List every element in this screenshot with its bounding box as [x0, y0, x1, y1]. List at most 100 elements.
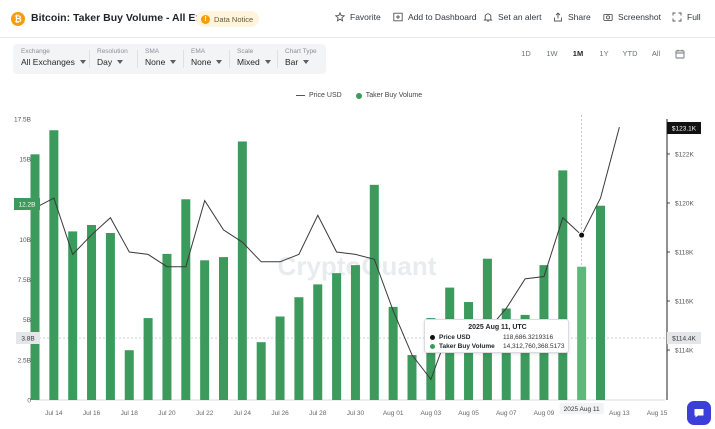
calendar-button[interactable] [669, 45, 691, 63]
volume-bar[interactable] [124, 350, 134, 400]
volume-bar[interactable] [256, 342, 266, 400]
share-button[interactable]: Share [553, 12, 591, 22]
crosshair-volume-label: 3.8B [21, 336, 34, 343]
chat-support-button[interactable] [687, 401, 711, 425]
volume-bar[interactable] [520, 314, 530, 400]
sma-label: SMA [145, 48, 160, 55]
share-icon [554, 12, 562, 22]
ema-label: EMA [191, 48, 206, 55]
volume-bar[interactable] [30, 154, 40, 400]
volume-bar[interactable] [577, 266, 587, 400]
range-1d[interactable]: 1D [521, 49, 531, 58]
favorite-button[interactable]: Favorite [335, 12, 381, 22]
crosshair-price-label: $114.4K [672, 336, 696, 343]
set-alert-button[interactable]: Set an alert [483, 12, 541, 22]
tooltip-price-value: 118,686.3219316 [503, 334, 554, 341]
volume-bar[interactable] [407, 355, 417, 400]
dot-icon [430, 335, 435, 340]
volume-bar[interactable] [369, 184, 379, 400]
volume-bar[interactable] [219, 257, 228, 400]
x-axis-tick-label: Aug 05 [458, 410, 479, 417]
left-axis-tick-label: 5B [23, 317, 31, 324]
x-axis-tick-label: Aug 15 [647, 410, 668, 417]
crosshair-date-badge [559, 403, 604, 414]
page-title: Bitcoin: Taker Buy Volume - All Exchange… [31, 12, 244, 24]
scale-value: Mixed [237, 57, 260, 67]
range-ytd[interactable]: YTD [622, 49, 638, 58]
resolution-label: Resolution [97, 48, 128, 55]
volume-bar[interactable] [162, 253, 172, 400]
price-hover-point [578, 231, 586, 239]
data-notice-badge[interactable]: ! Data Notice [196, 11, 260, 27]
right-axis-tick-label: $120K [675, 201, 694, 208]
left-axis-tick-label: 15B [19, 157, 31, 164]
screenshot-label: Screenshot [618, 12, 661, 22]
range-1w[interactable]: 1W [546, 49, 558, 58]
chevron-down-icon [79, 60, 86, 64]
bitcoin-logo-icon: ₿ [11, 12, 25, 26]
ema-select[interactable]: EMA None [191, 48, 223, 67]
price-line [34, 126, 620, 381]
right-axis-tick-label: $116K [675, 299, 694, 306]
volume-bar[interactable] [87, 224, 97, 400]
volume-bar[interactable] [596, 205, 605, 400]
range-1m[interactable]: 1M [572, 49, 584, 58]
dot-icon [430, 344, 435, 349]
set-alert-label: Set an alert [498, 12, 542, 22]
dot-swatch-icon [355, 92, 362, 99]
chevron-down-icon [117, 60, 124, 64]
fullscreen-label: Full [687, 12, 701, 22]
current-volume-label: 12.2B [19, 202, 36, 209]
volume-bar[interactable] [558, 170, 568, 400]
tooltip-row-price: Price USD 118,686.3219316 [430, 334, 568, 341]
chat-icon [694, 409, 704, 418]
volume-bar[interactable] [143, 318, 153, 400]
favorite-label: Favorite [350, 12, 381, 22]
range-1y[interactable]: 1Y [599, 49, 609, 58]
add-to-dashboard-button[interactable]: Add to Dashboard [393, 12, 477, 22]
bell-icon [483, 13, 493, 22]
sma-select[interactable]: SMA None [145, 48, 177, 67]
chevron-down-icon [170, 60, 177, 64]
volume-bar[interactable] [426, 318, 436, 400]
star-icon [335, 12, 345, 22]
chevron-down-icon [264, 60, 271, 64]
volume-bar[interactable] [332, 273, 342, 400]
volume-bar[interactable] [68, 231, 78, 400]
x-axis-tick-label: Jul 20 [158, 410, 176, 417]
scale-select[interactable]: Scale Mixed [237, 48, 271, 67]
exchange-select[interactable]: Exchange All Exchanges [21, 48, 86, 67]
info-icon: ! [201, 14, 210, 24]
x-axis-tick-label: Jul 16 [83, 410, 101, 417]
volume-bar[interactable] [105, 233, 115, 400]
legend-volume[interactable]: Taker Buy Volume [355, 92, 422, 99]
volume-bar[interactable] [49, 130, 59, 401]
x-axis-tick-label: Jul 28 [309, 410, 327, 417]
volume-bar[interactable] [275, 316, 285, 400]
dashboard-icon [393, 12, 403, 22]
share-label: Share [568, 12, 591, 22]
tooltip-volume-label: Taker Buy Volume [439, 343, 495, 350]
volume-bar[interactable] [388, 306, 398, 400]
screenshot-button[interactable]: Screenshot [603, 12, 661, 22]
volume-bar[interactable] [200, 260, 210, 400]
volume-bar[interactable] [237, 141, 247, 401]
header-actions: Favorite Add to Dashboard Set an alert S… [0, 12, 715, 28]
chart-type-select[interactable]: Chart Type Bar [285, 48, 317, 67]
taker-buy-volume-chart[interactable]: CryptoQuant02.5B5B7.5B10B15B17.5B$114K$1… [0, 86, 715, 429]
x-axis-tick-label: Aug 01 [383, 410, 404, 417]
tooltip-row-volume: Taker Buy Volume 14,312,760,368.5173 [430, 343, 568, 350]
resolution-select[interactable]: Resolution Day [97, 48, 128, 67]
volume-bar[interactable] [350, 265, 360, 400]
line-swatch-icon [296, 95, 305, 96]
fullscreen-button[interactable]: Full [672, 12, 701, 22]
volume-bar[interactable] [294, 297, 304, 400]
current-price-badge [667, 122, 701, 134]
volume-bar[interactable] [313, 284, 323, 400]
legend-price[interactable]: Price USD [296, 92, 342, 99]
range-all[interactable]: All [651, 49, 661, 58]
volume-bar[interactable] [501, 308, 511, 400]
left-axis-tick-label: 10B [19, 237, 31, 244]
left-axis-tick-label: 0 [27, 398, 31, 405]
volume-bar[interactable] [181, 199, 191, 400]
